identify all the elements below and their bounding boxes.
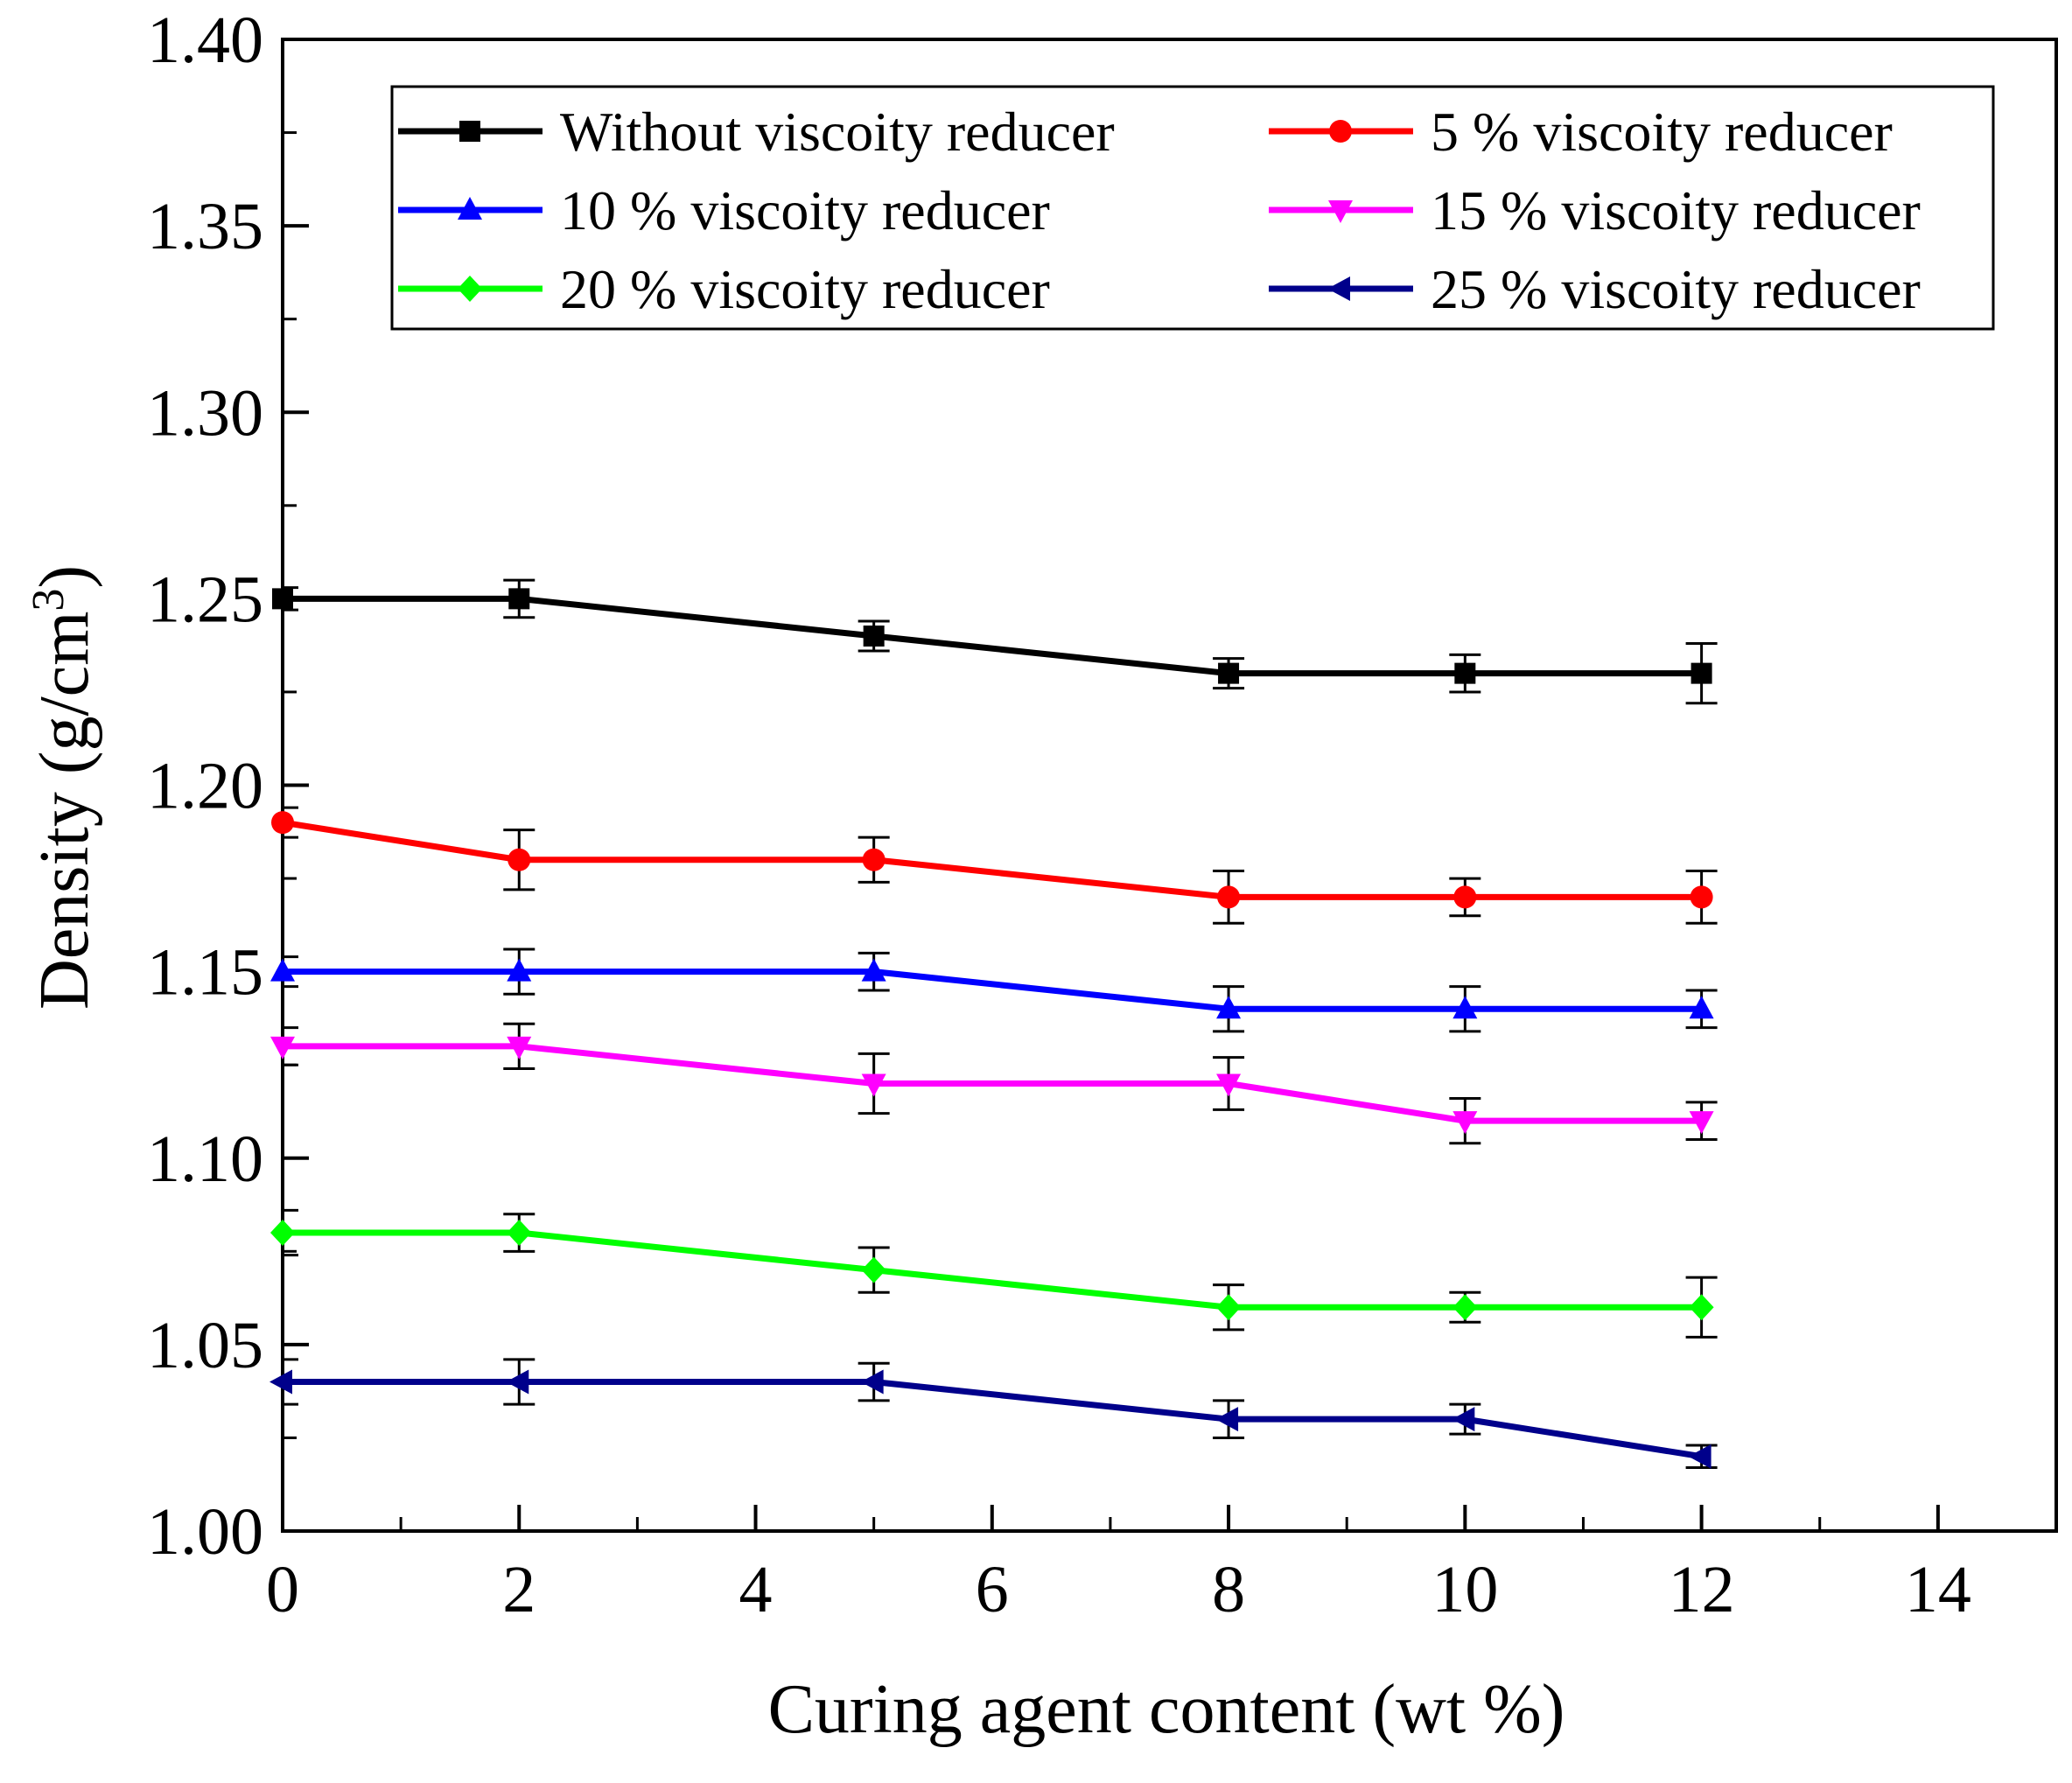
- y-tick-label: 1.15: [147, 936, 263, 1010]
- data-point: [1216, 1294, 1242, 1321]
- y-tick-label: 1.10: [147, 1122, 263, 1196]
- legend-item: 10 % viscoity reducer: [398, 179, 1050, 241]
- legend-marker: [459, 121, 480, 142]
- y-axis: 1.00 1.05 1.10 1.15 1.20 1.25 1.30 1.35 1.40: [147, 3, 309, 1569]
- data-point: [1689, 996, 1714, 1019]
- legend-marker: [1329, 120, 1352, 143]
- legend-box: [390, 85, 1995, 331]
- series-1: [272, 578, 1718, 705]
- x-tick-label: 10: [1432, 1553, 1498, 1626]
- legend-label: Without viscoity reducer: [560, 101, 1115, 163]
- legend-label: 10 % viscoity reducer: [560, 179, 1050, 241]
- x-tick-label: 8: [1212, 1553, 1245, 1626]
- y-tick-label: 1.00: [147, 1495, 263, 1569]
- y-axis-title-superscript: 3: [24, 589, 74, 612]
- y-axis-title-main: Density (g/cm: [26, 612, 103, 1010]
- data-point: [861, 1256, 886, 1283]
- x-tick-label: 4: [739, 1553, 773, 1626]
- legend-item: Without viscoity reducer: [398, 101, 1115, 163]
- series-line: [283, 595, 1702, 677]
- legend-marker: [1328, 200, 1353, 223]
- series-6: [270, 1358, 1718, 1470]
- series-line: [282, 819, 1702, 900]
- data-point: [271, 811, 294, 835]
- x-tick-label: 12: [1669, 1553, 1735, 1626]
- data-point: [1690, 662, 1712, 684]
- data-point: [861, 1073, 886, 1097]
- data-point: [270, 1220, 295, 1246]
- data-point: [270, 1369, 292, 1395]
- x-tick-label: 2: [502, 1553, 536, 1626]
- data-point: [270, 1036, 295, 1059]
- legend: Without viscoity reducer 5 % viscoity red…: [390, 85, 1995, 331]
- x-tick-label: 6: [976, 1553, 1009, 1626]
- y-tick-label: 1.40: [147, 3, 263, 77]
- data-point: [1689, 1111, 1714, 1135]
- legend-marker: [1327, 276, 1350, 301]
- series-3: [270, 947, 1718, 1033]
- series-line: [283, 968, 1702, 1012]
- legend-marker: [458, 276, 482, 302]
- legend-label: 20 % viscoity reducer: [560, 258, 1050, 320]
- legend-item: 25 % viscoity reducer: [1269, 258, 1921, 320]
- data-point: [270, 958, 295, 982]
- series-5: [270, 1208, 1718, 1339]
- data-point: [1216, 1073, 1242, 1097]
- data-point: [507, 1220, 532, 1246]
- legend-label: 25 % viscoity reducer: [1431, 258, 1921, 320]
- data-point: [1689, 1294, 1714, 1321]
- data-point: [1454, 662, 1476, 684]
- series-line: [283, 1229, 1702, 1311]
- data-point: [1452, 996, 1478, 1019]
- legend-item: 20 % viscoity reducer: [398, 258, 1050, 320]
- y-tick-label: 1.20: [147, 750, 263, 823]
- x-axis-title: Curing agent content (wt %): [768, 1671, 1565, 1748]
- data-point: [1217, 885, 1241, 909]
- data-point: [506, 1369, 529, 1395]
- x-tick-label: 0: [266, 1553, 299, 1626]
- data-point: [507, 1036, 532, 1059]
- x-axis: 0 2 4 6 8 10 12 14: [266, 1505, 1971, 1626]
- y-axis-title: Density (g/cm3): [24, 565, 104, 1010]
- data-point: [508, 588, 530, 610]
- legend-label: 5 % viscoity reducer: [1431, 101, 1893, 163]
- y-tick-label: 1.35: [147, 190, 263, 263]
- data-point: [1218, 662, 1240, 684]
- y-tick-label: 1.05: [147, 1309, 263, 1382]
- series-line: [283, 1043, 1702, 1124]
- data-point: [1216, 996, 1242, 1019]
- data-point: [1452, 1294, 1478, 1321]
- data-point: [862, 848, 886, 871]
- legend-marker: [458, 197, 482, 220]
- data-point: [863, 626, 885, 647]
- data-point: [1215, 1407, 1239, 1432]
- series-4: [270, 1022, 1718, 1145]
- x-tick-label: 14: [1905, 1553, 1971, 1626]
- series-2: [271, 806, 1718, 925]
- legend-item: 5 % viscoity reducer: [1269, 101, 1893, 163]
- series-line: [283, 1379, 1703, 1460]
- data-point: [1452, 1407, 1475, 1432]
- legend-item: 15 % viscoity reducer: [1269, 179, 1921, 241]
- data-point: [860, 1369, 884, 1395]
- data-point: [1452, 1111, 1478, 1135]
- legend-label: 15 % viscoity reducer: [1431, 179, 1921, 241]
- data-point: [861, 958, 886, 982]
- data-point: [508, 848, 531, 871]
- data-point: [1453, 885, 1477, 909]
- y-tick-label: 1.30: [147, 376, 263, 450]
- series-layer: [270, 578, 1718, 1470]
- data-point: [272, 588, 293, 610]
- data-point: [507, 958, 532, 982]
- y-axis-title-close: ): [26, 565, 103, 589]
- y-tick-label: 1.25: [147, 563, 263, 636]
- data-point: [1688, 1444, 1712, 1469]
- data-point: [1690, 885, 1713, 909]
